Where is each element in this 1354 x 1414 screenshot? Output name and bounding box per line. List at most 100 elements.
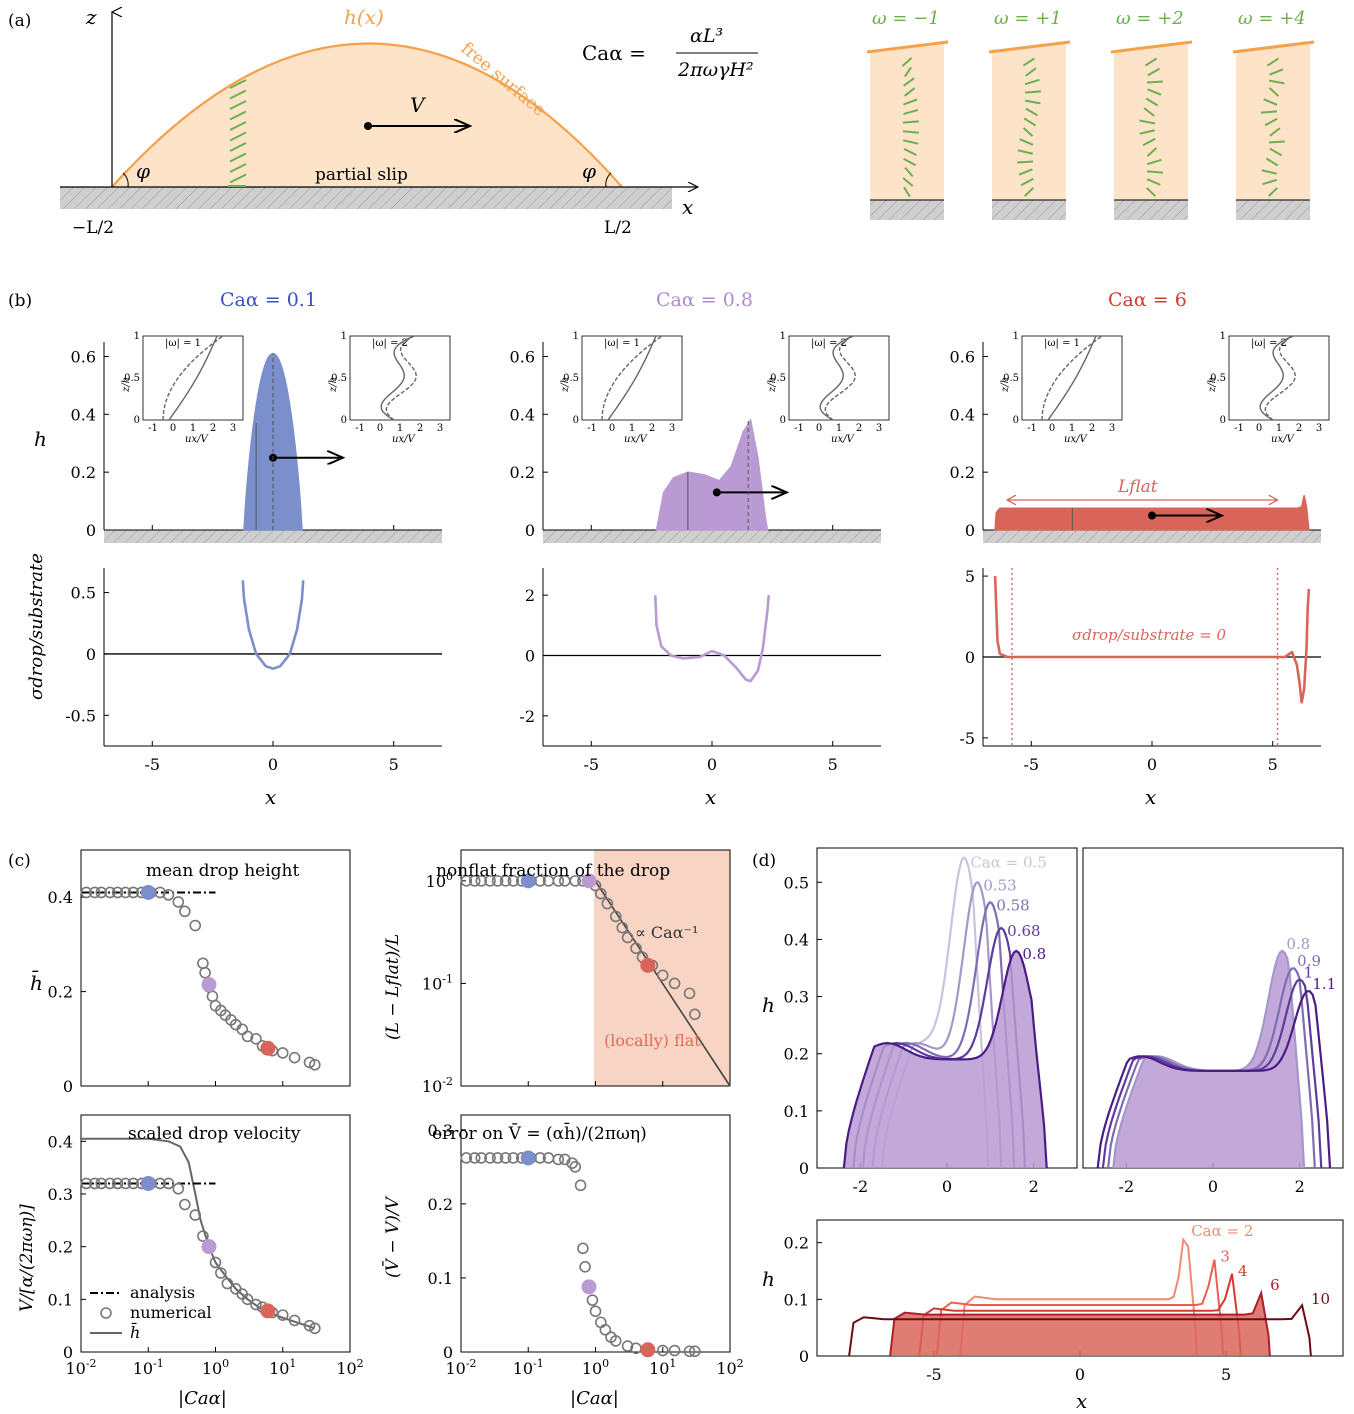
b-top-yticklabel: 0.2: [510, 463, 535, 482]
inset-frame: [142, 335, 244, 421]
omega-director: [1269, 127, 1281, 137]
inset-ylabel: z/h: [328, 377, 339, 393]
b-inset: |ω| = 1 -1 0 1 2 3 0 0.5 1 z/h ux/V: [121, 331, 244, 445]
c-data-point: [656, 969, 669, 982]
inset-curve-dashed: [1264, 335, 1296, 421]
omega-free-surface: [988, 40, 1071, 54]
inset-curve-solid: [168, 335, 218, 421]
c-highlight-point: [581, 1279, 597, 1295]
c-data-point: [656, 1344, 669, 1357]
inset-xtick: -1: [1234, 423, 1244, 434]
c-data-point: [569, 1161, 582, 1173]
d-xticklabel: 2: [1295, 1177, 1305, 1196]
inset-xtick: 1: [190, 423, 196, 434]
c-data-point: [221, 1277, 234, 1290]
b-bot-xticklabel: 0: [707, 755, 717, 774]
inset-frame: [581, 335, 683, 421]
director-segment: [229, 152, 247, 163]
omega-director: [1146, 147, 1158, 157]
omega-director: [902, 77, 915, 87]
c-data-point: [668, 1344, 681, 1357]
omega-substrate: [1114, 200, 1188, 220]
inset-xtick: 2: [1089, 423, 1095, 434]
inset-xtick: 2: [1296, 423, 1302, 434]
inset-xtick: -1: [148, 423, 158, 434]
omega-director: [1020, 177, 1034, 187]
b-bot-xticklabel: -5: [1023, 755, 1039, 774]
b-bot-yticklabel: -2: [519, 707, 535, 726]
omega-director: [1018, 168, 1033, 176]
c-data-point: [241, 1293, 254, 1306]
inset-ytick: 0: [134, 415, 140, 426]
director-segment: [229, 100, 247, 110]
omega-column: ω = −1: [866, 8, 949, 220]
director-segment: [229, 142, 247, 152]
inset-ytick: 0: [1220, 415, 1226, 426]
velocity-label: V: [410, 93, 427, 117]
inset-ytick: 0.5: [124, 373, 140, 384]
inset-label: |ω| = 1: [165, 338, 201, 349]
omega-director: [1017, 160, 1034, 164]
c-data-point: [599, 1323, 612, 1336]
c-data-point: [104, 1177, 116, 1190]
inset-xtick: 2: [649, 423, 655, 434]
inset-ylabel: z/h: [121, 377, 132, 393]
c-yticklabel: 0.1: [48, 1290, 73, 1309]
omega-label: ω = +4: [1238, 8, 1306, 29]
omega-label: ω = −1: [872, 8, 940, 29]
c-yticklabel: 10-1: [422, 972, 453, 993]
inset-label: |ω| = 2: [1251, 338, 1287, 349]
inset-xtick: 3: [437, 423, 443, 434]
c-xticklabel: 101: [649, 1357, 676, 1378]
x-label-a: x: [682, 195, 693, 219]
omega-substrate: [1236, 200, 1310, 220]
c-xticklabel: 10-1: [513, 1357, 544, 1378]
omega-director: [903, 66, 912, 78]
c-data-point: [577, 1242, 589, 1255]
c-highlight-point: [581, 873, 597, 889]
omega-director: [1025, 107, 1039, 117]
c2-slope-label: ∝ Caα⁻¹: [635, 923, 698, 942]
b-bot-yticklabel: 0: [525, 646, 535, 665]
c-data-point: [95, 1177, 108, 1190]
b-title-1: Caα = 0.1: [220, 289, 317, 311]
d-series-label: 0.8: [1022, 945, 1046, 963]
c-yticklabel: 0.4: [48, 888, 73, 907]
d-series-label: 0.8: [1286, 935, 1310, 953]
panel-label-a: (a): [8, 11, 31, 31]
b-top-yticklabel: 0: [86, 521, 96, 540]
c-data-point: [491, 875, 504, 887]
c-data-point: [303, 1056, 316, 1069]
b-title-2: Caα = 0.8: [656, 289, 753, 311]
d3-profile-line: [918, 1273, 1242, 1357]
c-data-point: [499, 1152, 512, 1164]
c-hbar-line: [81, 1137, 316, 1330]
b-bot-yticklabel: 0: [965, 648, 975, 667]
c-data-point: [552, 1153, 565, 1166]
z-label: z: [85, 5, 97, 29]
b-top-yticklabel: 0.4: [71, 405, 96, 424]
omega-column: ω = +1: [988, 8, 1071, 220]
c-data-point: [507, 875, 520, 887]
omega-director: [1144, 57, 1158, 67]
c-data-point: [276, 1047, 289, 1059]
omega-director: [1022, 127, 1034, 137]
omega-director: [1147, 67, 1161, 77]
c-highlight-point: [640, 1342, 656, 1358]
b-bot-yticklabel: 2: [525, 586, 535, 605]
b-top-yticklabel: 0.6: [71, 347, 96, 366]
inset-xtick: 1: [629, 423, 635, 434]
omega-director: [1268, 140, 1285, 144]
d3-series-label: 3: [1220, 1248, 1230, 1266]
inset-xtick: -1: [355, 423, 365, 434]
d3-profile-line: [959, 1236, 1198, 1357]
inset-ytick: 0.5: [563, 373, 579, 384]
omega-director: [903, 108, 919, 116]
omega-substrate: [870, 200, 944, 220]
d-series-label: Caα = 0.5: [970, 853, 1047, 871]
omega-free-surface: [866, 40, 949, 54]
inset-xtick: 2: [417, 423, 423, 434]
inset-ylabel: z/h: [1207, 377, 1218, 393]
inset-curve-dashed: [601, 335, 663, 421]
